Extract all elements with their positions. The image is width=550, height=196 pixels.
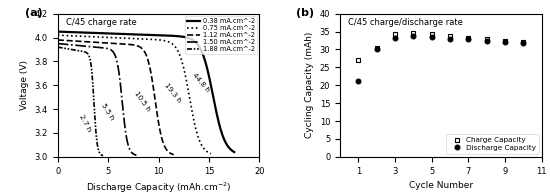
Charge Capacity [465,36,472,39]
Text: (a): (a) [25,8,43,18]
1.88 mA.cm^-2 [87,62,94,64]
1.12 mA.cm^-2 [54,39,61,41]
0.75 mA.cm^-2 [73,35,80,37]
0.38 mA.cm^-2 [183,36,189,38]
1.12 mA.cm^-2 [139,47,145,50]
0.38 mA.cm^-2 [182,36,189,38]
Discharge Capacity [465,38,472,41]
Text: 44.8 h: 44.8 h [191,72,210,93]
1.88 mA.cm^-2 [83,51,90,54]
1.12 mA.cm^-2 [138,47,145,49]
1.50 mA.cm^-2 [104,47,111,50]
1.88 mA.cm^-2 [69,48,76,51]
1.88 mA.cm^-2 [54,46,61,48]
Legend: Charge Capacity, Discharge Capacity: Charge Capacity, Discharge Capacity [447,134,539,154]
1.88 mA.cm^-2 [100,154,107,157]
1.88 mA.cm^-2 [60,47,67,49]
Discharge Capacity [355,80,362,82]
1.12 mA.cm^-2 [92,41,99,43]
Charge Capacity [447,35,453,37]
0.38 mA.cm^-2 [166,34,172,37]
Charge Capacity [410,32,417,34]
Discharge Capacity [410,35,417,37]
Discharge Capacity [483,39,490,42]
0.75 mA.cm^-2 [165,41,172,43]
Text: 5.5 h: 5.5 h [100,102,115,121]
Text: 19.3 h: 19.3 h [164,82,183,103]
0.38 mA.cm^-2 [54,30,61,33]
Line: 1.50 mA.cm^-2: 1.50 mA.cm^-2 [58,44,136,155]
Legend: 0.38 mA.cm^-2, 0.75 mA.cm^-2, 1.12 mA.cm^-2, 1.50 mA.cm^-2, 1.88 mA.cm^-2: 0.38 mA.cm^-2, 0.75 mA.cm^-2, 1.12 mA.cm… [184,16,257,54]
Charge Capacity [502,39,508,42]
Text: 2.7 h: 2.7 h [78,114,92,133]
0.75 mA.cm^-2 [54,34,61,36]
0.75 mA.cm^-2 [166,41,173,43]
Text: 10.5 h: 10.5 h [133,90,151,112]
Charge Capacity [428,33,435,36]
Discharge Capacity [447,38,453,40]
X-axis label: Cycle Number: Cycle Number [409,181,473,190]
Charge Capacity [355,59,362,61]
0.75 mA.cm^-2 [151,38,157,41]
0.38 mA.cm^-2 [231,151,238,153]
0.38 mA.cm^-2 [124,33,131,35]
Discharge Capacity [520,42,527,44]
1.50 mA.cm^-2 [112,54,118,56]
1.12 mA.cm^-2 [170,153,177,156]
Text: (b): (b) [296,8,314,18]
Text: C/45 charge rate: C/45 charge rate [66,18,136,27]
0.75 mA.cm^-2 [208,152,214,155]
Charge Capacity [373,46,380,49]
1.88 mA.cm^-2 [87,60,94,63]
Charge Capacity [392,33,398,36]
1.12 mA.cm^-2 [100,42,107,44]
X-axis label: Discharge Capacity (mAh.cm$^{-2}$): Discharge Capacity (mAh.cm$^{-2}$) [86,181,231,195]
1.50 mA.cm^-2 [86,45,92,48]
Charge Capacity [520,41,527,44]
0.38 mA.cm^-2 [112,33,119,35]
Discharge Capacity [502,41,508,44]
Discharge Capacity [428,36,435,38]
Line: 0.38 mA.cm^-2: 0.38 mA.cm^-2 [58,32,234,152]
0.38 mA.cm^-2 [76,31,82,34]
1.50 mA.cm^-2 [111,53,118,55]
Line: Charge Capacity: Charge Capacity [356,31,526,63]
Line: 1.88 mA.cm^-2: 1.88 mA.cm^-2 [58,47,103,156]
1.12 mA.cm^-2 [68,40,75,42]
1.12 mA.cm^-2 [128,43,134,46]
Discharge Capacity [392,36,398,39]
Y-axis label: Cycling Capacity (mAh): Cycling Capacity (mAh) [305,32,314,138]
1.50 mA.cm^-2 [54,42,61,45]
Line: 0.75 mA.cm^-2: 0.75 mA.cm^-2 [58,35,211,154]
1.88 mA.cm^-2 [73,49,79,51]
Text: C/45 charge/discharge rate: C/45 charge/discharge rate [348,18,463,27]
1.50 mA.cm^-2 [80,45,87,47]
1.50 mA.cm^-2 [64,43,70,46]
Y-axis label: Voltage (V): Voltage (V) [20,60,29,110]
Discharge Capacity [373,48,380,51]
1.50 mA.cm^-2 [133,154,140,156]
Line: 1.12 mA.cm^-2: 1.12 mA.cm^-2 [58,40,174,155]
Line: Discharge Capacity: Discharge Capacity [356,34,526,83]
Charge Capacity [483,38,490,40]
0.75 mA.cm^-2 [104,36,111,39]
0.75 mA.cm^-2 [115,37,122,39]
